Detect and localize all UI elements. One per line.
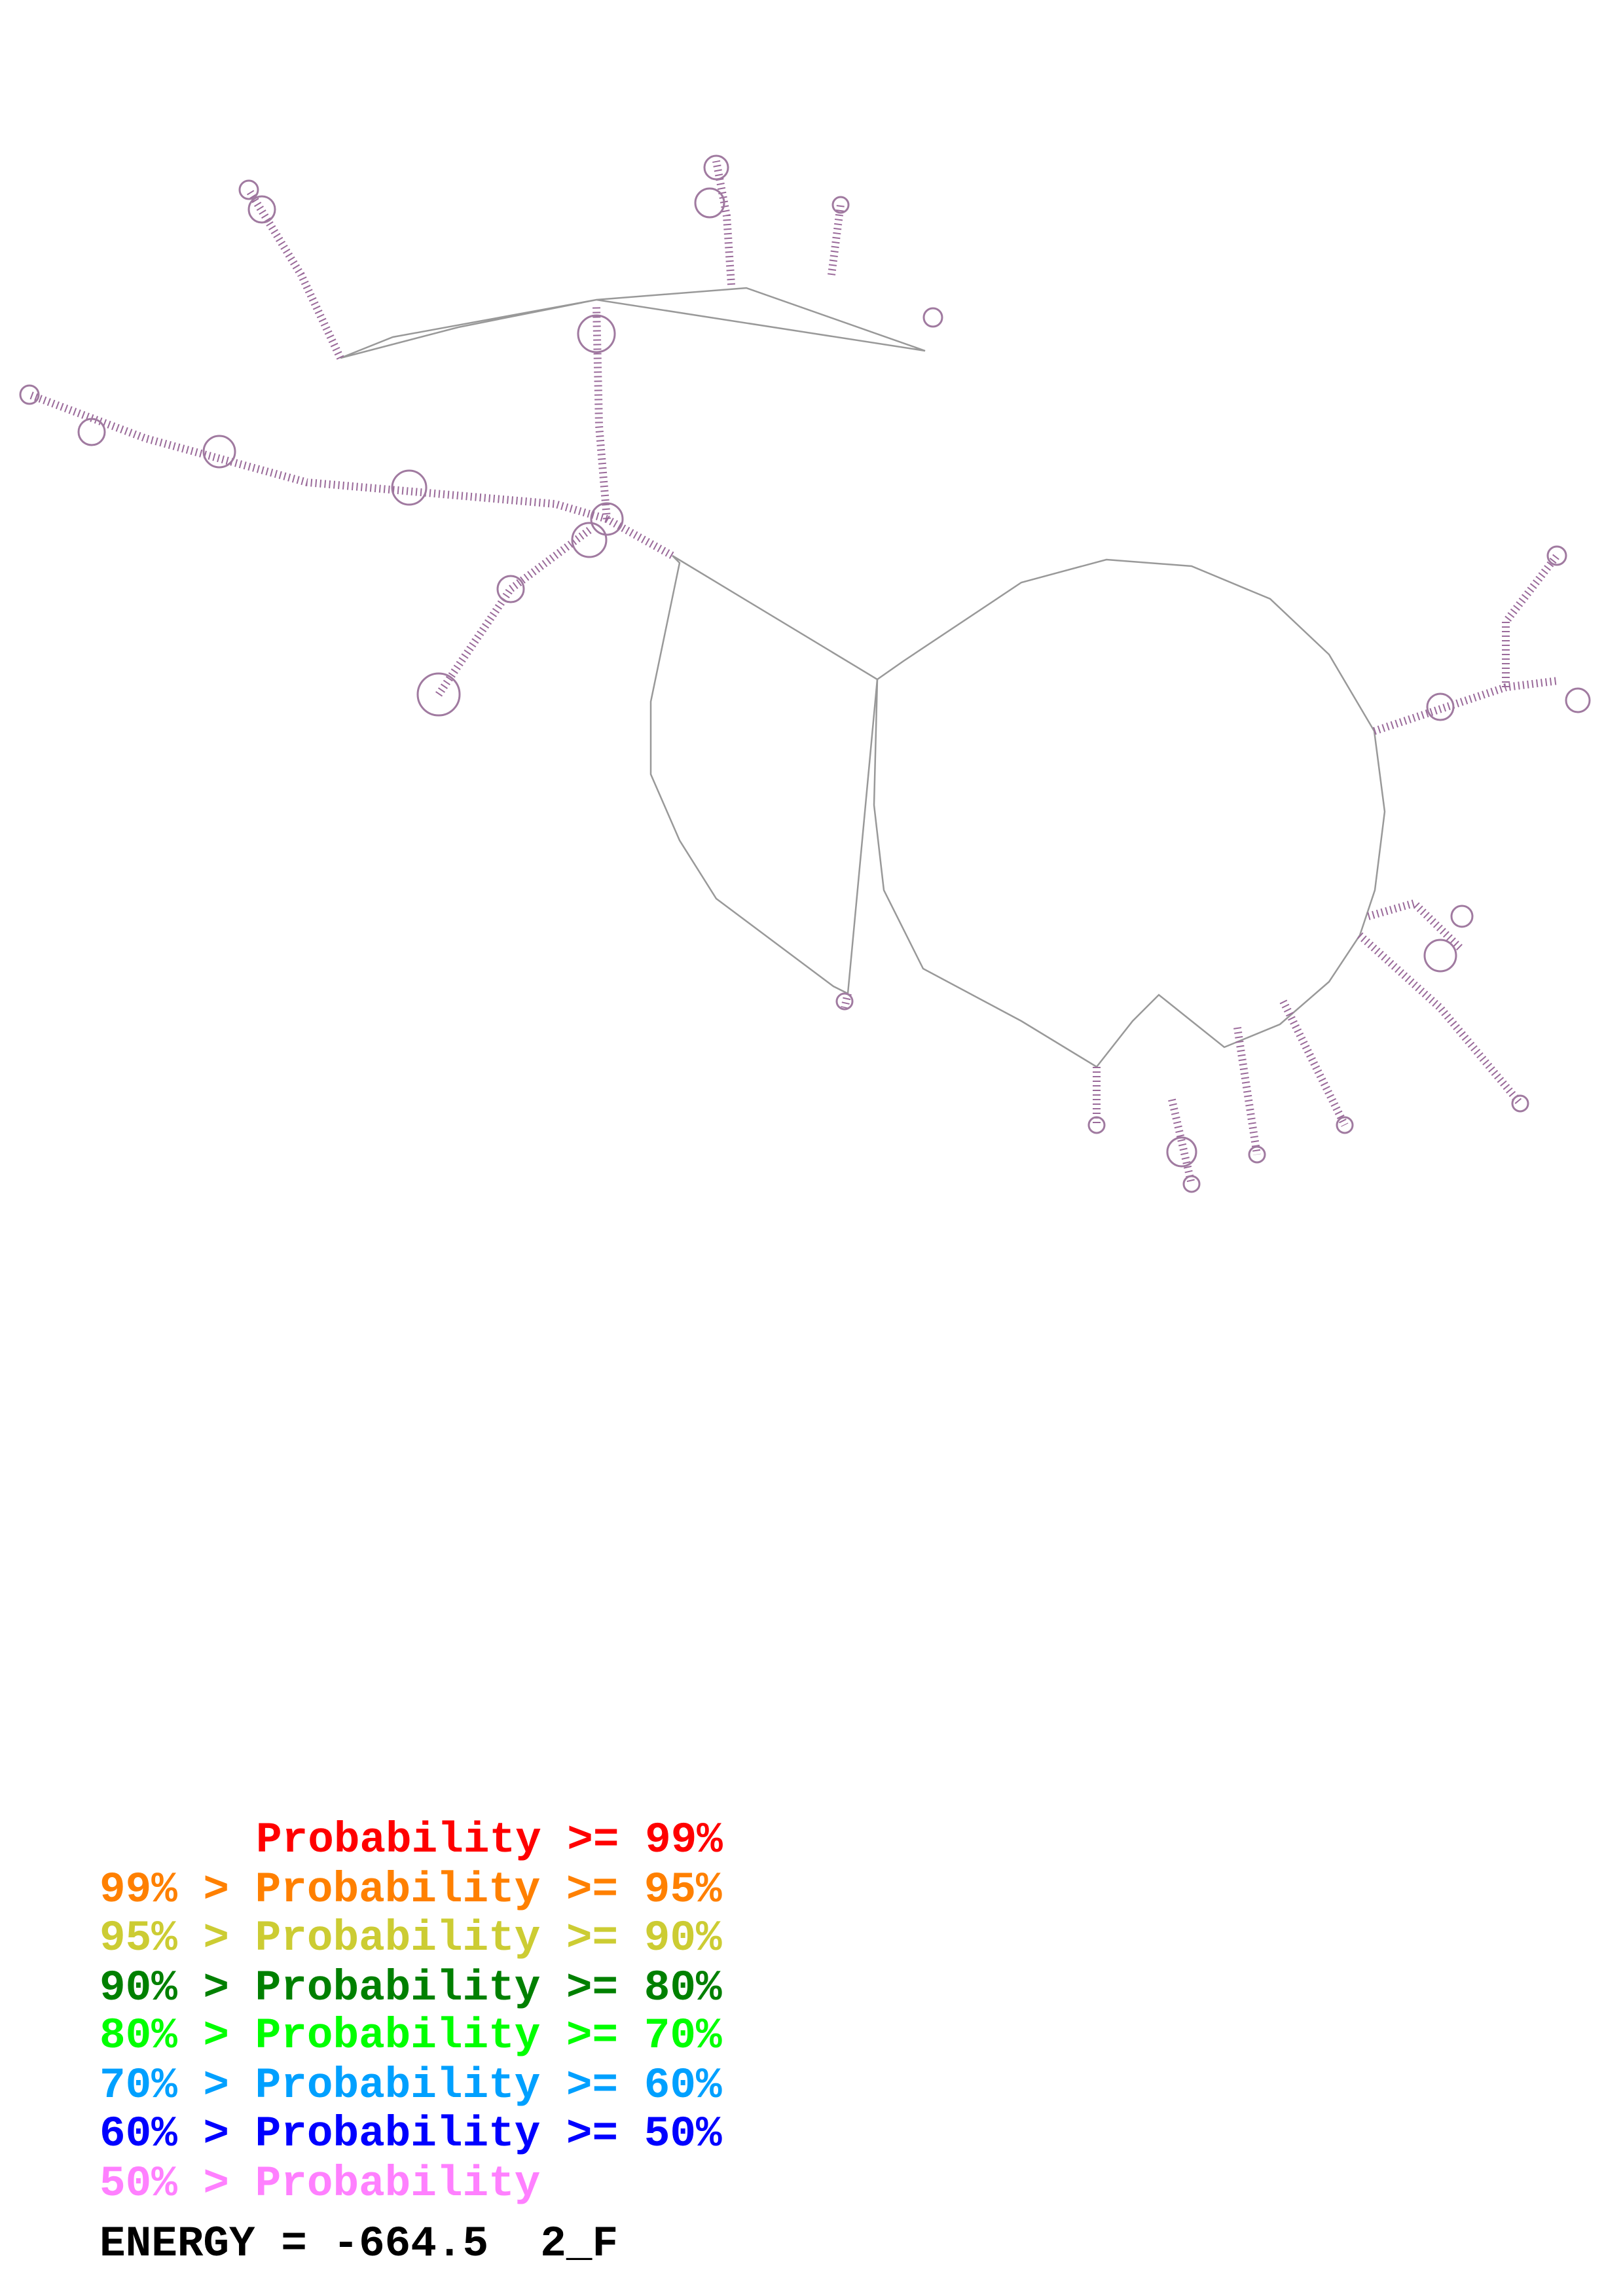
backbone [649,554,879,995]
stem [1502,553,1560,687]
stem [1279,999,1349,1127]
loop [202,435,236,469]
stem [1168,1098,1195,1185]
loop [247,195,276,224]
loop [1423,939,1457,973]
stem [27,391,608,523]
stem [1357,932,1523,1106]
stem [828,204,845,276]
loop [1565,687,1591,713]
stem [435,527,592,697]
loop [416,672,461,717]
loop [831,196,850,214]
legend-entry: 80% > Probability >= 70% [100,2011,722,2060]
loop [238,179,259,200]
legend-entry: 60% > Probability >= 50% [100,2109,722,2159]
loop [1426,692,1455,721]
loop [577,314,616,353]
loop [1182,1175,1201,1193]
loop [1546,545,1567,566]
loop [1248,1145,1266,1164]
loop [391,469,428,506]
legend-entry: 99% > Probability >= 95% [100,1865,722,1914]
stem [841,992,852,1009]
loop [922,307,943,328]
legend-entry: 70% > Probability >= 60% [100,2061,722,2110]
loop [1511,1094,1529,1113]
loop [694,187,725,219]
legend: Probability >= 99% 99% > Probability >= … [100,1816,723,2269]
loop [703,154,729,181]
loop [1087,1116,1106,1134]
rna-structure [19,154,1591,1193]
legend-entry: Probability >= 99% [256,1816,723,1865]
loop [1166,1136,1197,1168]
loop [496,575,525,603]
stem [1373,677,1559,735]
legend-entry: 50% > Probability [100,2159,540,2208]
loop [1336,1116,1354,1134]
loops [19,154,1591,1193]
legend-entry: 95% > Probability >= 90% [100,1914,722,1963]
loop [19,384,40,405]
stem [605,515,674,560]
loop [835,992,854,1011]
loop [590,502,624,536]
energy-label: ENERGY = -664.5 2_F [100,2219,618,2269]
stem [1233,1027,1261,1155]
backbone [340,287,926,359]
legend-entry: 90% > Probability >= 80% [100,1964,722,2013]
stem [1367,899,1465,953]
loop [571,522,608,558]
loop [1450,905,1474,928]
stem [593,306,611,520]
loop [77,418,106,446]
stem [245,187,344,360]
backbone [873,558,1386,1068]
